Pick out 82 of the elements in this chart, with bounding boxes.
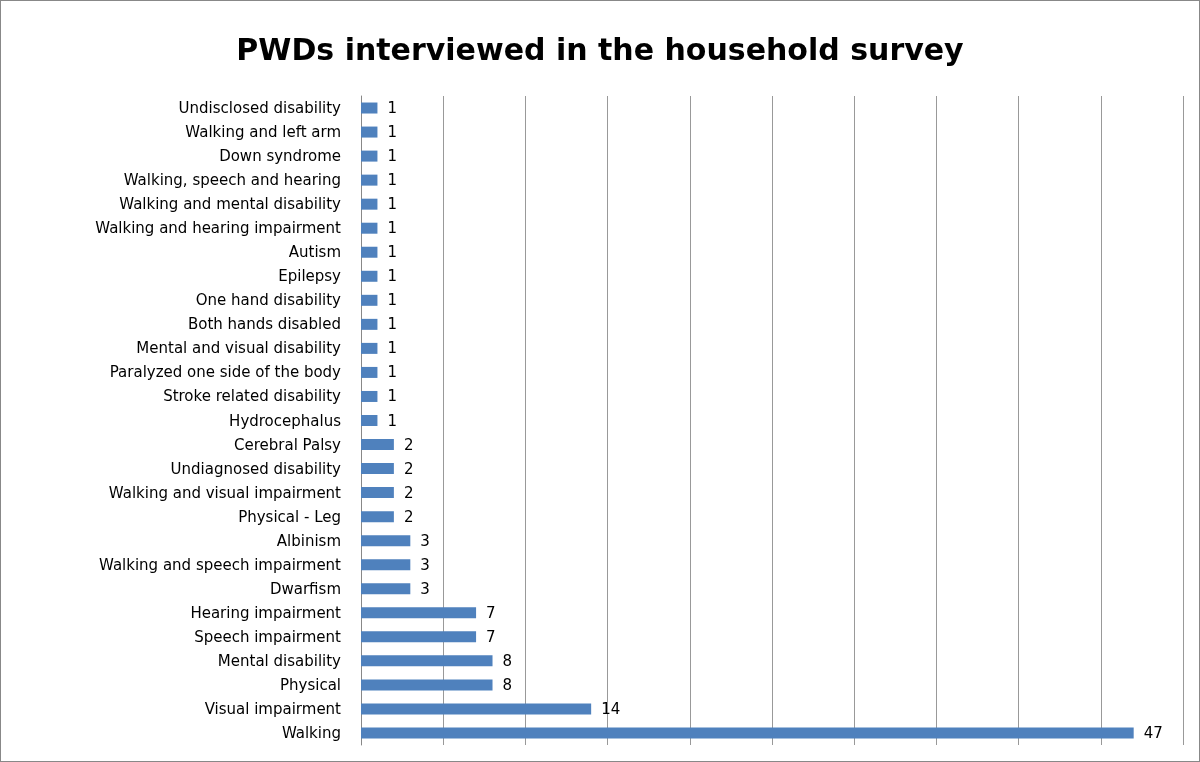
bar (361, 270, 378, 282)
bar (361, 583, 411, 595)
data-label: 1 (387, 315, 397, 334)
data-label: 1 (387, 411, 397, 430)
y-tick-label: Physical (279, 675, 341, 694)
data-label: 3 (420, 531, 430, 550)
bar (361, 535, 411, 547)
bar (361, 150, 378, 162)
data-label: 47 (1143, 723, 1163, 742)
data-label: 1 (387, 99, 397, 118)
data-label: 7 (486, 627, 496, 646)
data-label: 8 (502, 651, 513, 670)
data-label: 2 (403, 483, 414, 502)
bar (361, 487, 394, 499)
y-tick-label: Walking, speech and hearing (123, 171, 341, 190)
bar (361, 439, 394, 451)
data-label: 2 (403, 459, 414, 478)
bar (361, 390, 378, 402)
chart-title: PWDs interviewed in the household survey (236, 31, 965, 67)
data-label: 2 (403, 507, 414, 526)
data-label: 1 (387, 195, 397, 214)
bar (361, 631, 477, 643)
y-tick-label: Stroke related disability (163, 387, 342, 406)
bar (361, 246, 378, 258)
bar (361, 607, 477, 619)
data-label: 1 (387, 171, 397, 190)
data-label: 1 (387, 219, 397, 238)
y-tick-label: Walking and speech impairment (99, 555, 342, 574)
y-tick-label: Down syndrome (219, 147, 341, 166)
y-tick-label: Mental and visual disability (136, 339, 342, 358)
y-tick-label: Dwarfism (269, 579, 341, 598)
bar (361, 727, 1134, 739)
bar (361, 679, 493, 691)
bar (361, 342, 378, 354)
y-tick-label: Walking and mental disability (119, 195, 342, 214)
y-tick-label: Walking and left arm (185, 123, 341, 142)
bar (361, 102, 378, 114)
bar (361, 511, 394, 523)
data-label: 7 (486, 603, 496, 622)
bar (361, 703, 592, 715)
data-label: 1 (387, 339, 397, 358)
bar (361, 174, 378, 186)
bar (361, 126, 378, 138)
bar (361, 559, 411, 571)
y-tick-label: Walking and hearing impairment (95, 219, 342, 238)
bar (361, 198, 378, 210)
y-tick-label: Hydrocephalus (229, 411, 342, 430)
y-tick-label: Mental disability (217, 651, 342, 670)
y-tick-label: Hearing impairment (190, 603, 342, 622)
data-label: 3 (420, 555, 430, 574)
data-label: 1 (387, 243, 397, 262)
y-tick-label: Autism (288, 243, 341, 262)
y-tick-label: Walking (281, 723, 341, 742)
y-tick-label: One hand disability (195, 291, 342, 310)
y-tick-label: Physical - Leg (238, 507, 341, 526)
data-label: 1 (387, 123, 397, 142)
y-tick-label: Paralyzed one side of the body (109, 363, 342, 382)
bar (361, 463, 394, 475)
y-tick-label: Both hands disabled (187, 315, 341, 334)
y-tick-label: Undisclosed disability (178, 99, 342, 118)
bar (361, 415, 378, 426)
data-label: 1 (387, 363, 397, 382)
data-label: 1 (387, 387, 397, 406)
y-tick-label: Visual impairment (204, 699, 342, 718)
data-label: 1 (387, 291, 397, 310)
y-tick-label: Speech impairment (194, 627, 342, 646)
bar (361, 318, 378, 330)
data-label: 3 (420, 579, 430, 598)
bar (361, 655, 493, 667)
bar (361, 294, 378, 306)
data-label: 2 (403, 435, 414, 454)
data-label: 14 (601, 699, 621, 718)
y-tick-label: Cerebral Palsy (233, 435, 342, 454)
data-label: 1 (387, 267, 397, 286)
bar (361, 222, 378, 234)
y-tick-label: Walking and visual impairment (108, 483, 342, 502)
y-tick-label: Epilepsy (278, 267, 342, 286)
y-tick-label: Undiagnosed disability (170, 459, 342, 478)
y-tick-label: Albinism (276, 531, 341, 550)
data-label: 8 (502, 675, 513, 694)
bar (361, 366, 378, 378)
data-label: 1 (387, 147, 397, 166)
